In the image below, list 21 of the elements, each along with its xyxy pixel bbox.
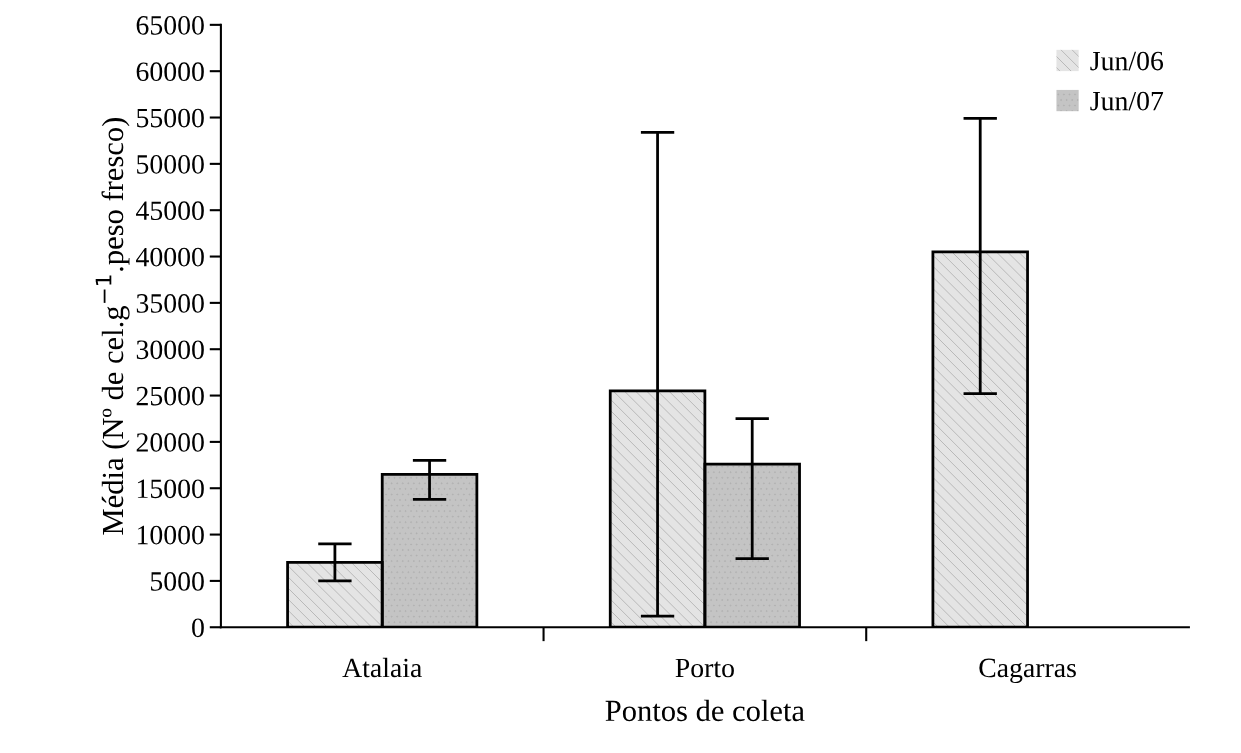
y-tick-label: 10000 [137,525,204,545]
x-axis-title: Pontos de coleta [605,699,805,722]
legend-label: Jun/07 [1090,91,1164,111]
y-tick-label: 60000 [136,62,204,82]
y-tick-label: 30000 [136,340,204,360]
x-tick-label: Atalaia [342,657,422,678]
y-tick-label: 0 [192,618,204,638]
y-tick-label: 40000 [136,247,204,267]
y-tick-label: 35000 [136,294,204,313]
x-tick-label: Cagarras [979,658,1076,683]
y-tick-label: 55000 [137,108,204,128]
y-tick-label: 5000 [150,572,204,591]
y-axis-title: Média (Nº de cel.g$^{−1}$.peso fresco) [95,118,130,535]
y-tick-label: 15000 [137,479,204,499]
x-tick-label: Porto [675,658,734,678]
y-tick-label: 50000 [137,155,204,174]
y-tick-label: 20000 [136,433,204,452]
y-tick-label: 25000 [136,386,204,406]
y-tick-label: 45000 [136,201,204,221]
y-tick-label: 65000 [136,16,204,35]
legend-label: Jun/06 [1090,51,1164,71]
